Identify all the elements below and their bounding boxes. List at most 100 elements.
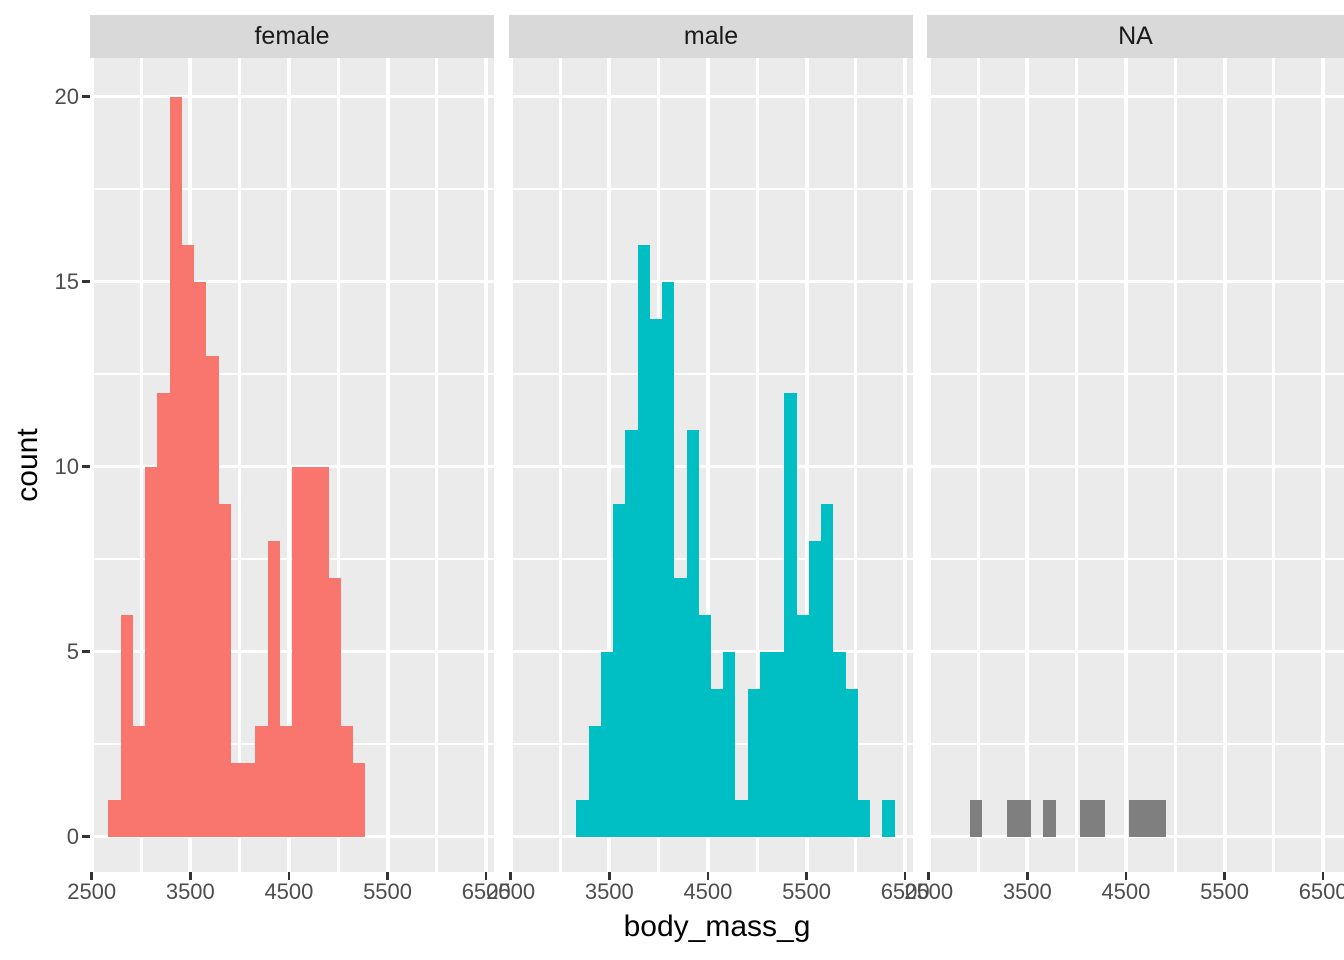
histogram-bar	[710, 688, 724, 837]
gridline-major-v	[286, 58, 291, 872]
histogram-bar	[304, 466, 317, 837]
histogram-bar	[1006, 799, 1019, 837]
gridline-major-v	[607, 58, 612, 872]
gridline-major-h	[90, 834, 494, 839]
histogram-bar	[145, 466, 158, 837]
y-tick-mark	[82, 650, 90, 653]
histogram-bar	[206, 355, 219, 837]
gridline-minor-h	[927, 372, 1344, 376]
gridline-minor-h	[90, 372, 494, 376]
histogram-bar	[120, 614, 133, 837]
histogram-bar	[1080, 799, 1093, 837]
x-tick-mark	[927, 872, 930, 880]
gridline-major-h	[509, 834, 913, 839]
histogram-bar	[882, 799, 895, 837]
histogram-bar	[969, 799, 983, 837]
histogram-bar	[291, 466, 305, 837]
gridline-major-v	[509, 58, 513, 872]
histogram-bar	[821, 503, 834, 837]
facet-strip-female: female	[90, 15, 494, 58]
histogram-bar	[686, 429, 699, 837]
histogram-bar	[328, 577, 341, 837]
gridline-major-h	[927, 94, 1344, 99]
gridline-minor-h	[509, 372, 913, 376]
histogram-bar	[784, 392, 797, 837]
histogram-bar	[857, 799, 871, 837]
x-tick-label: 3500	[165, 879, 215, 904]
histogram-bar	[340, 725, 354, 837]
gridline-major-h	[927, 464, 1344, 469]
x-tick-label: 6500	[461, 879, 511, 904]
gridline-minor-h	[927, 742, 1344, 746]
x-tick-mark	[287, 872, 291, 880]
y-tick-label: 0	[66, 823, 79, 849]
gridline-major-v	[705, 58, 710, 872]
x-tick-label: 6500	[1298, 879, 1344, 904]
histogram-bar	[735, 799, 748, 837]
gridline-major-v	[90, 58, 94, 872]
gridline-major-v	[1222, 58, 1227, 872]
gridline-major-h	[509, 279, 913, 284]
x-tick-label: 4500	[1101, 879, 1151, 904]
gridline-major-v	[484, 58, 489, 872]
histogram-bar	[772, 651, 785, 837]
x-tick-mark	[805, 872, 808, 880]
facet-strip-male: male	[509, 15, 913, 58]
gridline-major-v	[804, 58, 809, 872]
gridline-minor-h	[90, 187, 494, 191]
x-tick-label: 6500	[880, 879, 930, 904]
x-tick-label: 5500	[1200, 879, 1250, 904]
x-tick-label: 2500	[486, 879, 536, 904]
x-tick-mark	[903, 872, 907, 880]
facet-strip-label: female	[254, 22, 330, 50]
y-tick-label: 10	[54, 453, 79, 479]
x-tick-mark	[608, 872, 611, 880]
x-tick-label: 3500	[1002, 879, 1052, 904]
x-tick-mark	[1026, 872, 1029, 880]
histogram-bar	[1018, 799, 1032, 837]
histogram-bar	[674, 577, 687, 837]
x-tick-mark	[90, 872, 93, 880]
histogram-bar	[1043, 799, 1056, 837]
histogram-bar	[157, 392, 170, 837]
x-tick-label: 2500	[904, 879, 954, 904]
gridline-minor-h	[509, 187, 913, 191]
gridline-major-v	[903, 58, 908, 872]
histogram-bar	[279, 725, 292, 837]
panel-NA	[927, 58, 1344, 872]
gridline-major-v	[927, 58, 931, 872]
histogram-bar	[723, 651, 736, 837]
histogram-bar	[243, 762, 256, 837]
histogram-bar	[230, 762, 243, 837]
x-tick-mark	[189, 872, 192, 880]
gridline-major-v	[1025, 58, 1030, 872]
histogram-bar	[1128, 799, 1142, 837]
histogram-bar	[169, 96, 182, 837]
gridline-major-h	[509, 649, 913, 654]
histogram-bar	[796, 614, 809, 837]
y-tick-label: 15	[54, 268, 79, 294]
histogram-bar	[353, 762, 366, 837]
histogram-bar	[625, 429, 638, 837]
gridline-major-h	[927, 649, 1344, 654]
histogram-bar	[698, 614, 711, 837]
histogram-bar	[649, 318, 662, 837]
histogram-bar	[808, 540, 822, 837]
histogram-bar	[194, 281, 207, 837]
x-tick-mark	[386, 872, 389, 880]
histogram-bar	[600, 651, 614, 837]
gridline-major-h	[90, 279, 494, 284]
y-tick-label: 5	[66, 638, 79, 664]
histogram-bar	[255, 725, 268, 837]
histogram-bar	[218, 503, 231, 837]
facet-strip-label: NA	[1118, 22, 1153, 50]
x-tick-mark	[484, 872, 488, 880]
gridline-major-h	[509, 464, 913, 469]
x-tick-label: 5500	[363, 879, 413, 904]
gridline-major-h	[90, 94, 494, 99]
x-tick-mark	[706, 872, 710, 880]
gridline-major-h	[927, 834, 1344, 839]
histogram-bar	[759, 651, 773, 837]
histogram-bar	[1153, 799, 1166, 837]
